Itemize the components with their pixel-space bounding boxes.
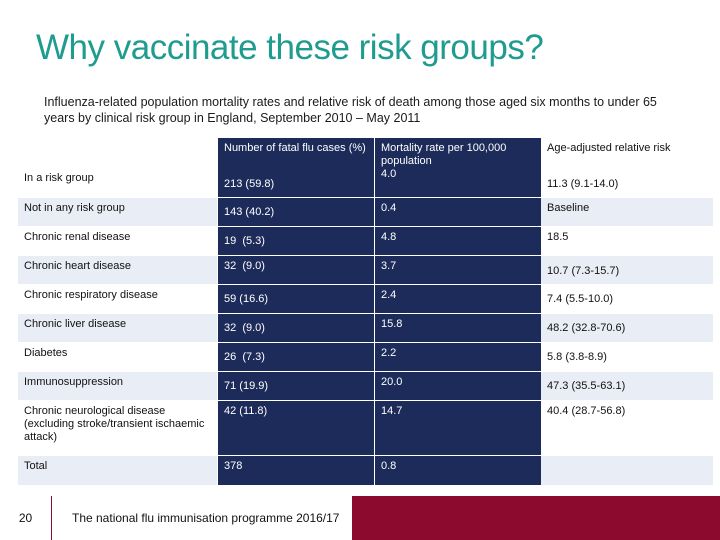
table-cell: Chronic renal disease [18, 227, 217, 255]
table-cell: Chronic neurological disease (excluding … [18, 401, 217, 455]
table-cell: Not in any risk group [18, 198, 217, 226]
table-cell: 20.0 [374, 372, 540, 400]
table-row: Chronic neurological disease (excluding … [18, 400, 713, 455]
slide-title: Why vaccinate these risk groups? [36, 28, 544, 67]
table-cell: 71 (19.9) [217, 372, 374, 400]
table-cell: Number of fatal flu cases (%) 213 (59.8) [217, 138, 374, 197]
cell-value: 11.3 (9.1-14.0) [547, 178, 619, 190]
column-header: Number of fatal flu cases (%) [224, 142, 366, 154]
table-cell: Immunosuppression [18, 372, 217, 400]
table-cell: 5.8 (3.8-8.9) [540, 343, 713, 371]
footer-bar: 20 The national flu immunisation program… [0, 496, 720, 540]
table-cell: 143 (40.2) [217, 198, 374, 226]
table-cell: 3.7 [374, 256, 540, 284]
table-cell: Total [18, 456, 217, 485]
table-cell: Mortality rate per 100,000 population 4.… [374, 138, 540, 197]
cell-value: 213 (59.8) [224, 178, 275, 190]
table-cell: 26 (7.3) [217, 343, 374, 371]
table-cell: Age-adjusted relative risk 11.3 (9.1-14.… [540, 138, 713, 197]
table-cell: 47.3 (35.5-63.1) [540, 372, 713, 400]
table-cell: Diabetes [18, 343, 217, 371]
table-cell: 0.8 [374, 456, 540, 485]
table-cell: 2.2 [374, 343, 540, 371]
table-cell: In a risk group [18, 138, 217, 197]
table-cell: Chronic heart disease [18, 256, 217, 284]
table-cell: 32 (9.0) [217, 256, 374, 284]
table-cell: 2.4 [374, 285, 540, 313]
table-row: Chronic heart disease 32 (9.0) 3.7 10.7 … [18, 255, 713, 284]
table-row: Not in any risk group 143 (40.2) 0.4 Bas… [18, 197, 713, 226]
slide-number: 20 [0, 496, 52, 540]
table-caption: Influenza-related population mortality r… [44, 95, 657, 125]
table-row: Chronic renal disease 19 (5.3) 4.8 18.5 [18, 226, 713, 255]
table-cell: 10.7 (7.3-15.7) [540, 256, 713, 284]
table-cell: 14.7 [374, 401, 540, 455]
table-row: Chronic liver disease 32 (9.0) 15.8 48.2… [18, 313, 713, 342]
table-cell: 59 (16.6) [217, 285, 374, 313]
table-row: Diabetes 26 (7.3) 2.2 5.8 (3.8-8.9) [18, 342, 713, 371]
table-cell: 15.8 [374, 314, 540, 342]
table-cell: 42 (11.8) [217, 401, 374, 455]
table-cell: 19 (5.3) [217, 227, 374, 255]
table-cell: 32 (9.0) [217, 314, 374, 342]
table-cell: Chronic liver disease [18, 314, 217, 342]
table-cell: 40.4 (28.7-56.8) [540, 401, 713, 455]
table-cell: 378 [217, 456, 374, 485]
table-row: Total 378 0.8 [18, 455, 713, 485]
column-header: Mortality rate per 100,000 population [381, 142, 507, 167]
footer-text: The national flu immunisation programme … [52, 496, 352, 540]
column-header: Age-adjusted relative risk [547, 142, 671, 154]
table-cell: 7.4 (5.5-10.0) [540, 285, 713, 313]
row-label: In a risk group [24, 172, 94, 184]
table-row: Immunosuppression 71 (19.9) 20.0 47.3 (3… [18, 371, 713, 400]
table-cell: Baseline [540, 198, 713, 226]
table-cell: 0.4 [374, 198, 540, 226]
table-cell: 18.5 [540, 227, 713, 255]
table-cell: Chronic respiratory disease [18, 285, 217, 313]
table-cell [540, 456, 713, 485]
risk-group-table: In a risk group Number of fatal flu case… [18, 138, 713, 485]
table-row: Chronic respiratory disease 59 (16.6) 2.… [18, 284, 713, 313]
cell-value: 4.0 [381, 168, 397, 180]
table-cell: 48.2 (32.8-70.6) [540, 314, 713, 342]
table-row: In a risk group Number of fatal flu case… [18, 138, 713, 197]
table-cell: 4.8 [374, 227, 540, 255]
